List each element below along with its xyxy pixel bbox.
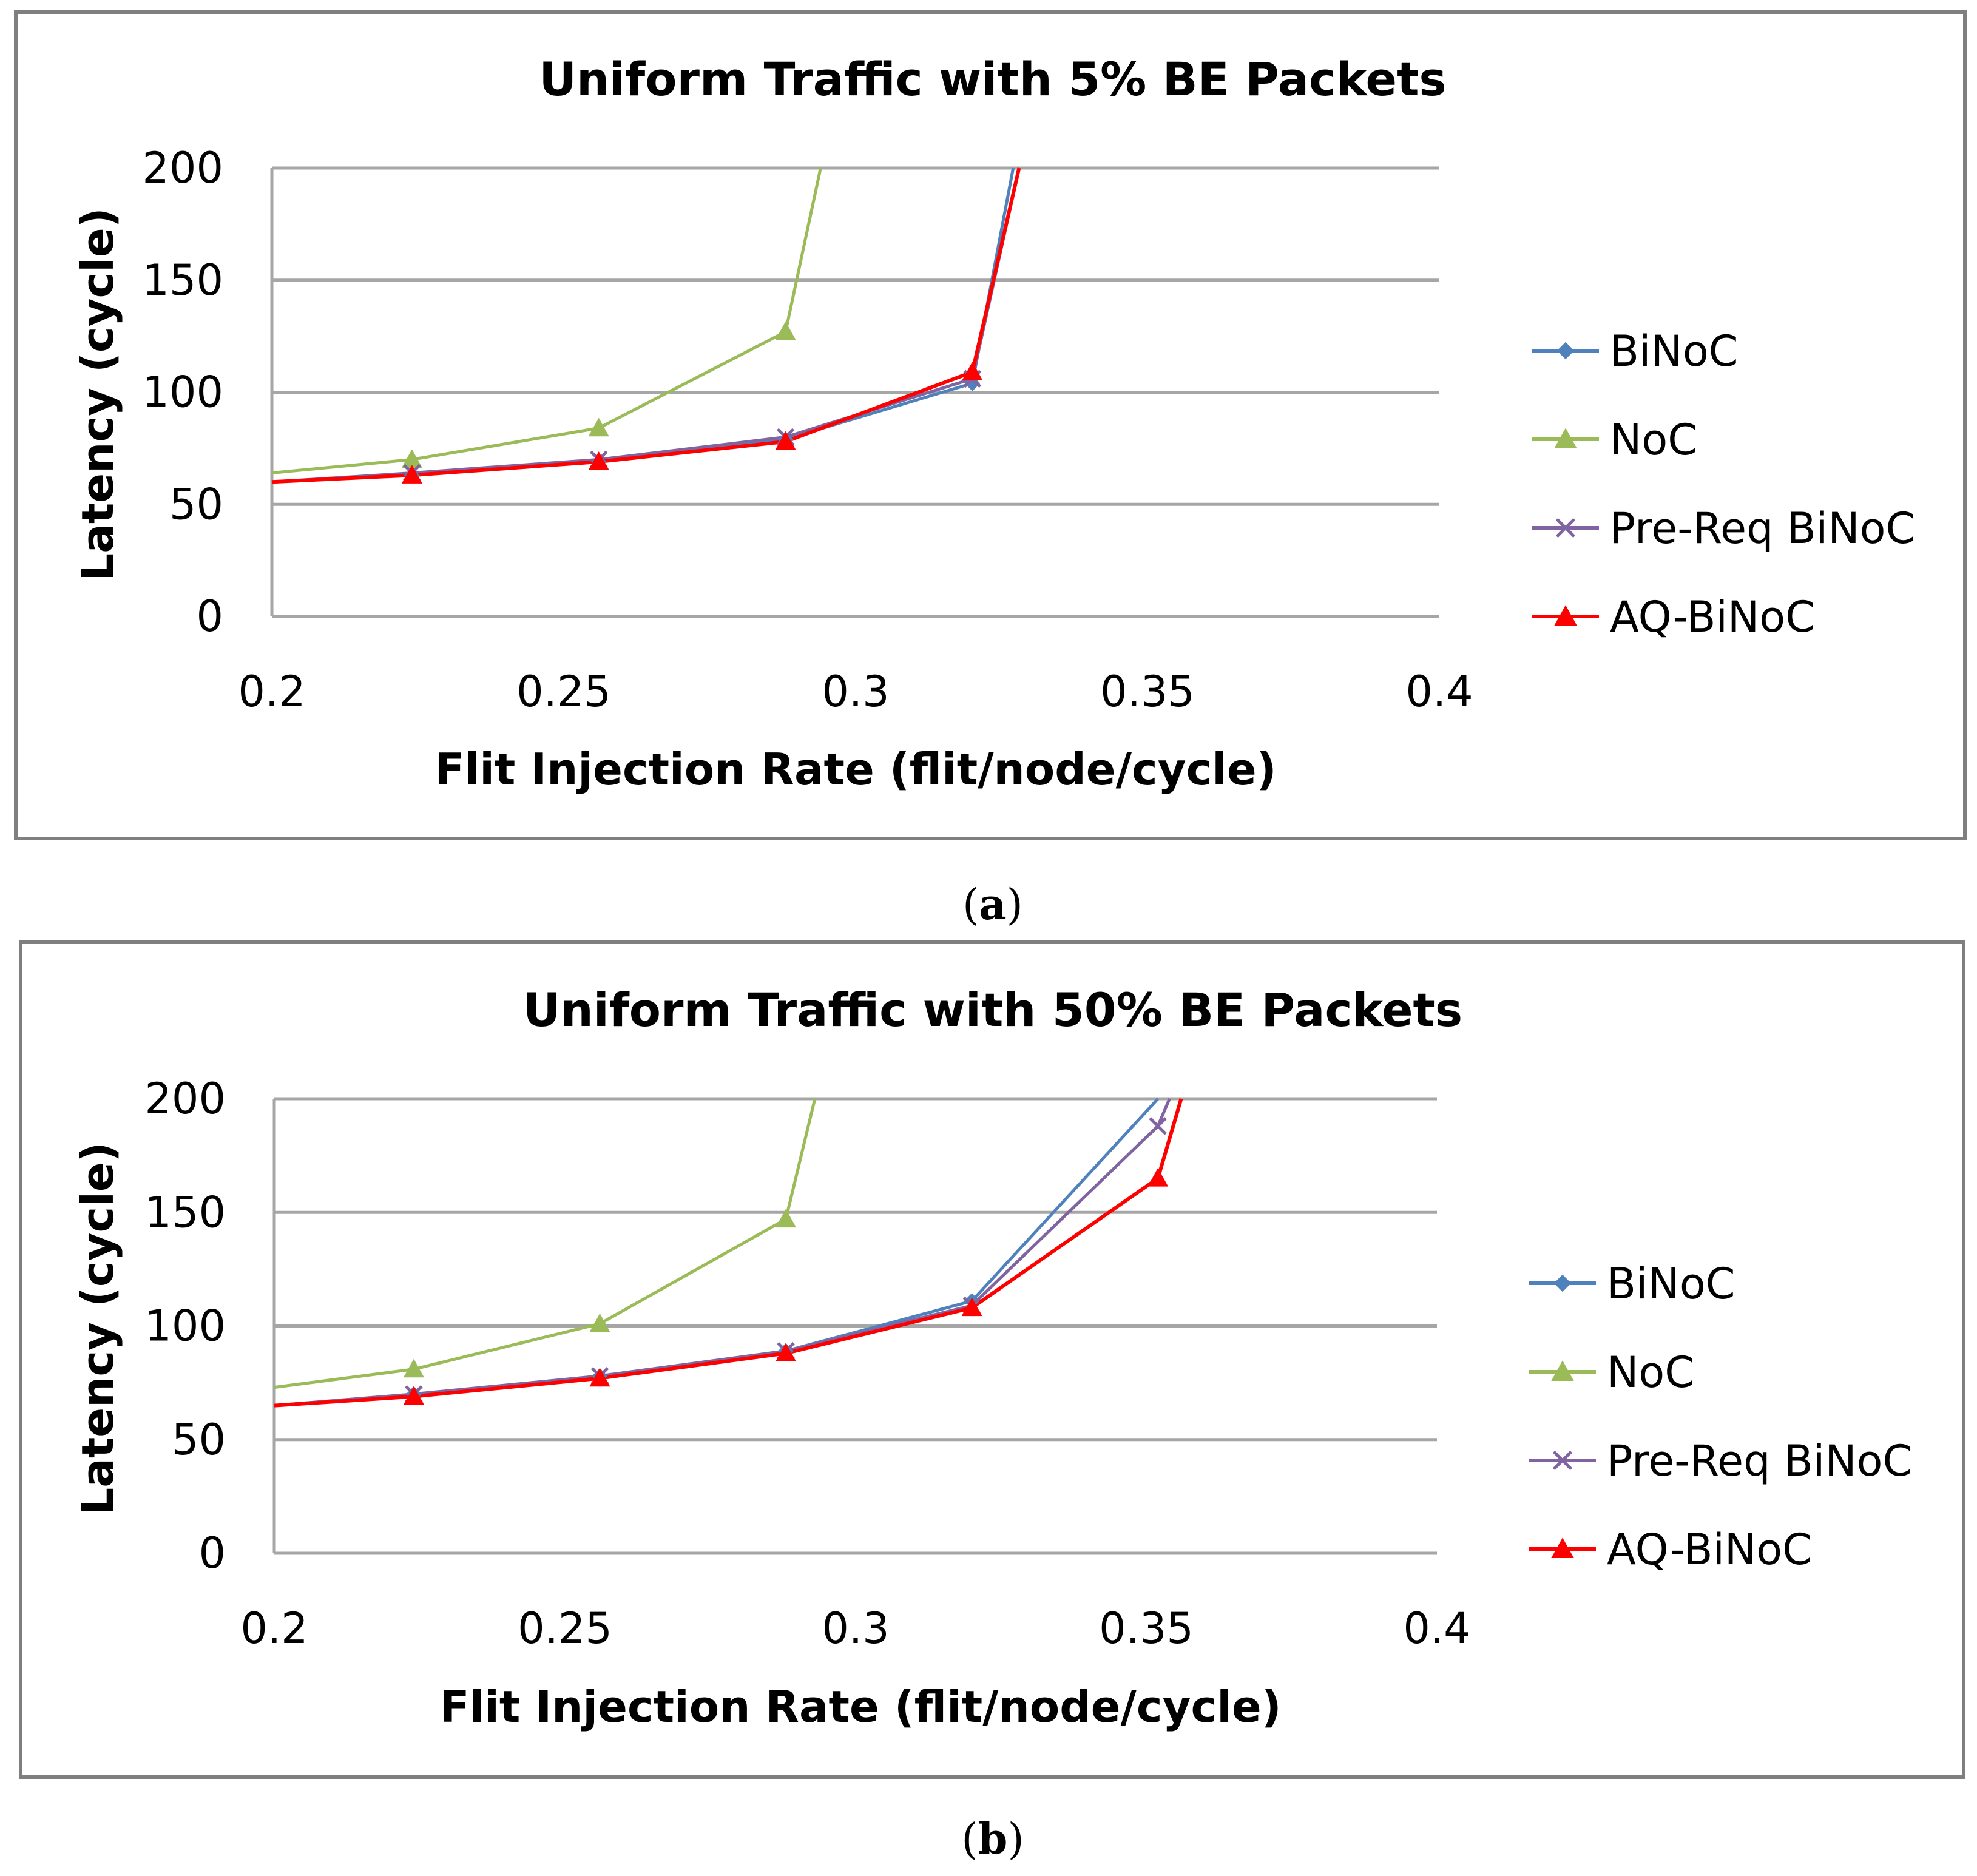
data-point-aq-binoc [775, 431, 796, 450]
x-tick-label: 0.4 [1403, 1604, 1470, 1653]
legend-marker-pre-req-binoc [1555, 518, 1576, 538]
x-tick-label: 0.35 [1099, 1604, 1194, 1653]
caption-a-letter: a [979, 879, 1006, 930]
data-point-noc [776, 1209, 797, 1228]
data-point-noc [588, 417, 609, 437]
y-tick-label: 150 [144, 1187, 226, 1237]
x-tick-label: 0.2 [240, 1604, 308, 1653]
data-point-noc [589, 1313, 610, 1332]
legend-label-noc: NoC [1610, 415, 1697, 465]
legend-label-aq-binoc: AQ-BiNoC [1607, 1525, 1812, 1574]
chart-b-grid [272, 1097, 1437, 1555]
x-tick-label: 0.4 [1405, 667, 1473, 717]
y-tick-label: 150 [142, 255, 223, 305]
data-point-noc [403, 1358, 424, 1378]
y-tick-label: 100 [144, 1301, 226, 1351]
caption-b-letter: b [978, 1814, 1008, 1864]
legend-marker-aq-binoc [1554, 605, 1577, 626]
chart-b-legend: BiNoC NoC Pre-Req BiNoC AQ-BiNoC [1529, 1259, 1912, 1574]
legend-marker-aq-binoc [1551, 1537, 1574, 1558]
legend-label-binoc: BiNoC [1610, 326, 1739, 376]
chart-b-title: Uniform Traffic with 50% BE Packets [523, 983, 1462, 1037]
legend-marker-noc [1554, 428, 1577, 448]
legend-label-pre-req-binoc: Pre-Req BiNoC [1610, 504, 1915, 553]
chart-b-x-tick-labels: 0.2 0.25 0.3 0.35 0.4 [240, 1604, 1470, 1653]
x-tick-label: 0.2 [238, 667, 305, 717]
data-point-aq-binoc [962, 362, 983, 380]
chart-a-markers [401, 321, 983, 484]
chart-a-legend: BiNoC NoC Pre-Req BiNoC AQ-BiNoC [1532, 326, 1915, 642]
data-point-aq-binoc [403, 1386, 424, 1405]
legend-label-binoc: BiNoC [1607, 1259, 1735, 1309]
data-point-aq-binoc [588, 451, 609, 470]
y-tick-label: 50 [169, 479, 223, 529]
chart-b-markers [403, 1117, 1169, 1405]
data-point-aq-binoc [589, 1368, 610, 1387]
legend-label-pre-req-binoc: Pre-Req BiNoC [1607, 1436, 1912, 1486]
data-point-aq-binoc [1147, 1168, 1169, 1187]
y-tick-label: 200 [144, 1074, 226, 1124]
chart-a-grid [270, 166, 1439, 618]
y-tick-label: 100 [142, 368, 223, 417]
chart-a-title: Uniform Traffic with 5% BE Packets [539, 52, 1446, 106]
series-line-aq-binoc [271, 167, 1021, 484]
x-tick-label: 0.3 [822, 667, 889, 717]
y-tick-label: 50 [172, 1415, 226, 1465]
chart-a-x-axis-label: Flit Injection Rate (flit/node/cycle) [434, 744, 1276, 795]
chart-a-x-tick-labels: 0.2 0.25 0.3 0.35 0.4 [238, 667, 1473, 717]
x-tick-label: 0.25 [516, 667, 611, 717]
x-tick-label: 0.25 [518, 1604, 612, 1653]
y-tick-label: 200 [142, 143, 223, 193]
data-point-aq-binoc [401, 465, 422, 484]
chart-b-y-tick-labels: 0 50 100 150 200 [144, 1074, 226, 1578]
legend-marker-binoc [1553, 1274, 1572, 1292]
x-tick-label: 0.3 [822, 1604, 889, 1653]
y-tick-label: 0 [198, 1528, 226, 1578]
chart-a-y-axis-label: Latency (cycle) [72, 208, 123, 581]
chart-b-x-axis-label: Flit Injection Rate (flit/node/cycle) [439, 1681, 1281, 1732]
legend-label-noc: NoC [1607, 1348, 1694, 1397]
data-point-aq-binoc [776, 1343, 797, 1362]
caption-a: (a) [962, 879, 1023, 930]
legend-marker-noc [1551, 1360, 1574, 1381]
data-point-pre-req-binoc [1149, 1117, 1167, 1135]
chart-b-y-axis-label: Latency (cycle) [72, 1142, 123, 1515]
panel-b-frame [19, 940, 1965, 1779]
legend-marker-binoc [1556, 342, 1575, 360]
chart-a-y-tick-labels: 0 50 100 150 200 [142, 143, 223, 641]
caption-b: (b) [961, 1814, 1024, 1864]
data-point-noc [775, 321, 796, 340]
data-point-aq-binoc [961, 1297, 982, 1317]
legend-label-aq-binoc: AQ-BiNoC [1610, 592, 1815, 642]
legend-marker-pre-req-binoc [1552, 1450, 1573, 1471]
x-tick-label: 0.35 [1100, 667, 1195, 717]
y-tick-label: 0 [196, 592, 223, 641]
panel-a-frame [14, 10, 1967, 840]
data-point-noc [401, 449, 422, 468]
